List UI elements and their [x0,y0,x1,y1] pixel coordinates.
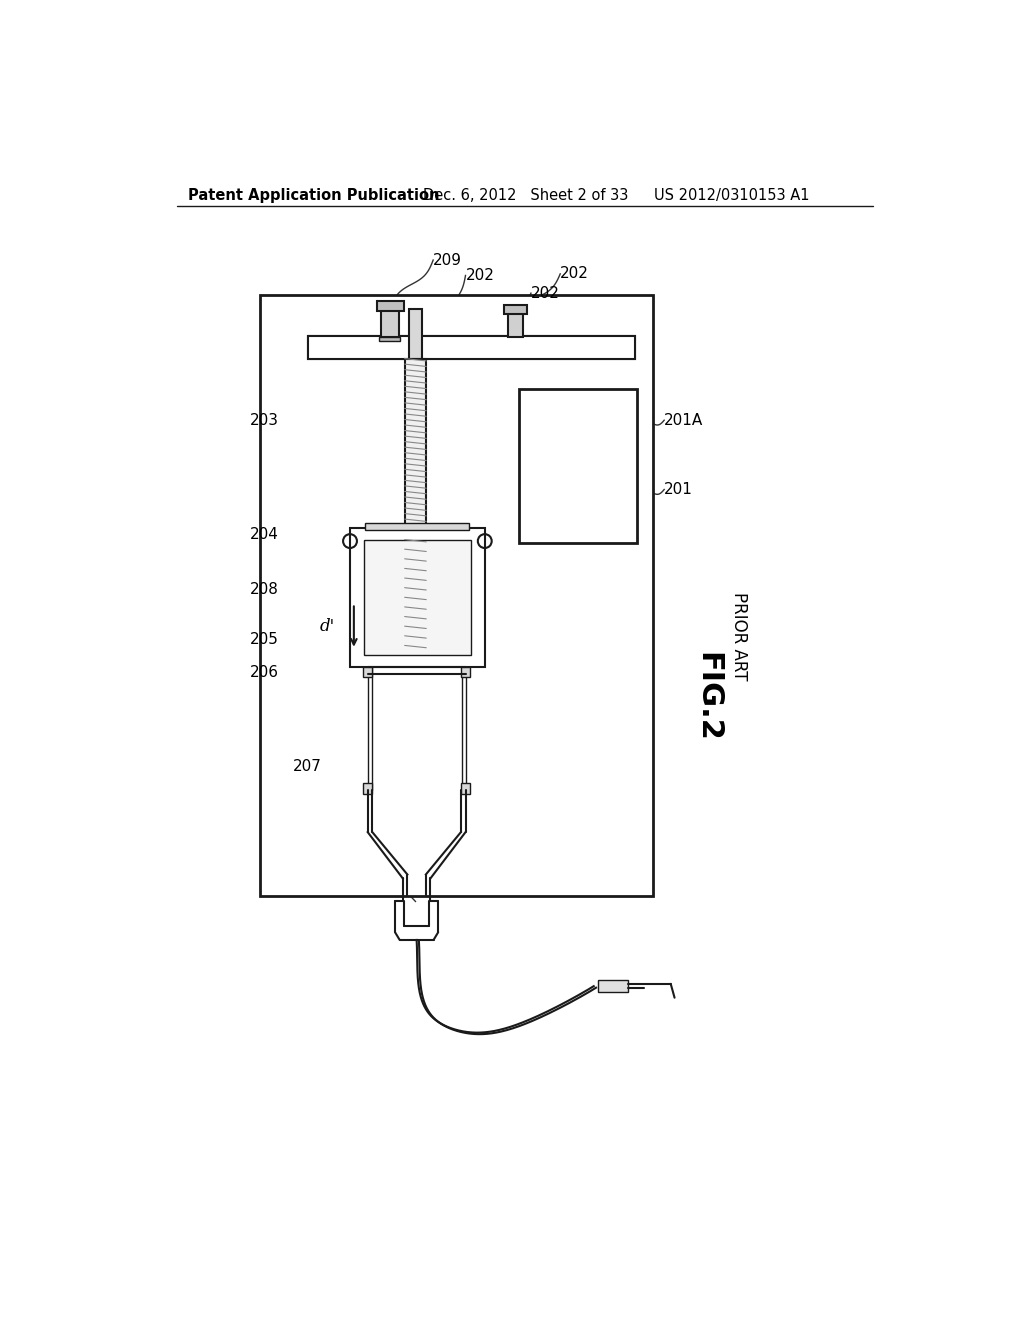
Text: US 2012/0310153 A1: US 2012/0310153 A1 [654,187,810,203]
Bar [598,979,629,993]
Text: 203: 203 [250,413,279,428]
Bar [366,523,469,531]
Bar [307,335,635,359]
Bar [508,313,523,337]
Bar [377,301,403,312]
Text: Dec. 6, 2012   Sheet 2 of 33: Dec. 6, 2012 Sheet 2 of 33 [423,187,629,203]
Bar [410,309,422,359]
Bar [364,540,471,655]
Text: 204: 204 [250,527,279,541]
Bar [461,783,470,793]
Text: PRIOR ART: PRIOR ART [730,591,748,680]
Text: FIG.2: FIG.2 [693,652,723,742]
Bar [350,528,484,667]
Bar [404,359,426,536]
Text: 202: 202 [560,267,589,281]
Text: 208: 208 [250,582,279,597]
Bar [381,309,398,337]
Text: 209: 209 [433,252,462,268]
Text: 205: 205 [250,632,279,647]
Bar [379,337,400,341]
Bar [364,783,373,793]
Bar [519,389,637,544]
Bar [307,335,635,359]
Text: 206: 206 [250,665,279,680]
Text: 201A: 201A [665,413,703,428]
Text: 202: 202 [466,268,495,282]
Text: 201: 201 [665,482,693,498]
Bar [461,667,470,677]
Text: 207: 207 [293,759,322,775]
Text: d': d' [319,618,335,635]
Text: Patent Application Publication: Patent Application Publication [188,187,440,203]
Bar [364,667,373,677]
Bar [260,296,652,896]
Text: 202: 202 [531,285,560,301]
Bar [504,305,527,314]
